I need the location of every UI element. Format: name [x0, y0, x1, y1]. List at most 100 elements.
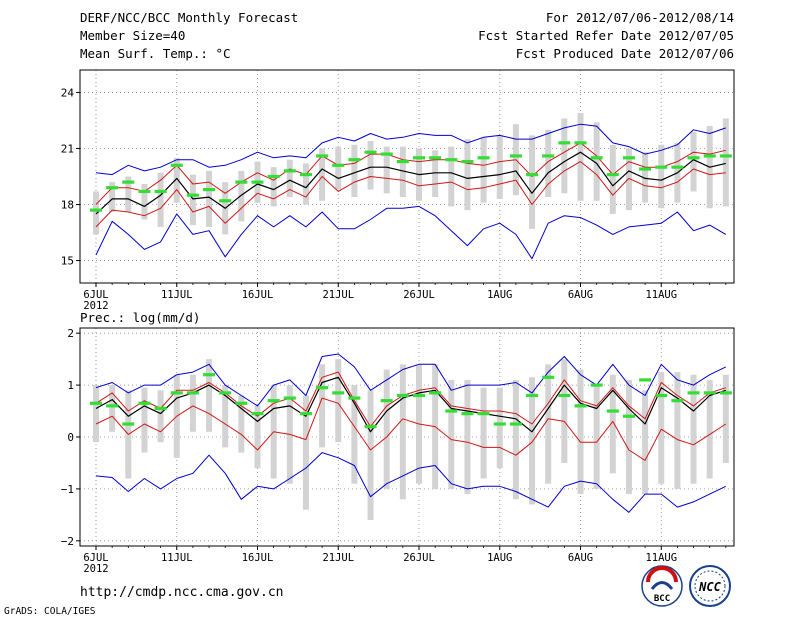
- ensemble-min-line: [95, 205, 727, 260]
- observed-marker: [364, 425, 377, 429]
- ensemble-box: [141, 183, 148, 220]
- ensemble-box: [625, 379, 632, 495]
- observed-marker: [542, 154, 555, 158]
- observed-marker: [235, 180, 248, 184]
- ensemble-box: [206, 359, 213, 432]
- observed-marker: [154, 406, 167, 411]
- precip-panel-title: Prec.: log(mm/d): [80, 310, 200, 325]
- x-tick-label: 6JUL: [83, 289, 108, 301]
- ensemble-mean-line: [95, 151, 726, 215]
- produced-date: Fcst Produced Date 2012/07/06: [516, 46, 734, 61]
- observed-marker: [558, 393, 571, 398]
- ncc-logo-text: NCC: [698, 580, 721, 594]
- observed-marker: [316, 386, 329, 390]
- ensemble-box: [529, 135, 536, 229]
- observed-marker: [606, 409, 619, 413]
- observed-marker: [332, 163, 345, 167]
- ensemble-box: [93, 385, 99, 443]
- observed-marker: [574, 404, 587, 408]
- y-tick-label: 21: [61, 142, 74, 155]
- ensemble-mean-line: [95, 376, 726, 433]
- ensemble-box: [722, 374, 729, 463]
- observed-marker: [396, 159, 409, 164]
- ncc-logo-inner-ring: [694, 570, 726, 602]
- x-tick-label: 11JUL: [161, 289, 193, 301]
- x-tick-label: 11AUG: [645, 289, 677, 301]
- ensemble-box: [625, 148, 632, 211]
- ensemble-box: [351, 144, 358, 198]
- ensemble-lower-line: [95, 397, 727, 461]
- ensemble-box: [222, 385, 229, 448]
- observed-marker: [299, 173, 312, 177]
- observed-marker: [687, 391, 700, 395]
- x-tick-label: 1AUG: [487, 552, 512, 564]
- ensemble-box: [367, 141, 374, 190]
- observed-marker: [445, 158, 458, 162]
- ensemble-box: [125, 176, 132, 212]
- ensemble-box: [448, 146, 455, 207]
- ensemble-box: [351, 385, 358, 484]
- ensemble-box: [545, 364, 552, 484]
- x-tick-label: 16JUL: [242, 552, 274, 564]
- ensemble-box: [609, 144, 616, 214]
- observed-marker: [186, 391, 199, 395]
- observed-marker: [138, 189, 151, 194]
- y-tick-label: −2: [61, 535, 74, 548]
- observed-marker: [251, 180, 264, 184]
- x-tick-label: 26JUL: [403, 552, 435, 564]
- ensemble-box: [674, 372, 681, 489]
- ensemble-box: [609, 374, 616, 474]
- observed-marker: [267, 399, 280, 403]
- ensemble-box: [593, 122, 600, 201]
- x-tick-label: 6AUG: [568, 552, 593, 564]
- ensemble-box: [545, 129, 552, 198]
- observed-marker: [445, 409, 458, 413]
- ensemble-box: [496, 387, 503, 469]
- ensemble-box: [480, 137, 487, 203]
- ensemble-box: [706, 379, 713, 479]
- observed-marker: [671, 165, 684, 169]
- ensemble-box: [141, 387, 148, 453]
- ensemble-box: [464, 139, 471, 211]
- ensemble-box: [642, 152, 649, 203]
- y-tick-label: 24: [61, 86, 75, 99]
- observed-marker: [590, 383, 603, 387]
- ensemble-min-line: [95, 452, 727, 513]
- ncc-logo-ring: [689, 565, 731, 607]
- ensemble-box: [109, 385, 116, 432]
- ensemble-box: [238, 170, 245, 222]
- observed-marker: [493, 422, 506, 426]
- observed-marker: [106, 186, 119, 190]
- ensemble-box: [658, 372, 665, 484]
- ensemble-box: [529, 377, 536, 505]
- observed-marker: [719, 154, 732, 158]
- ensemble-box: [335, 146, 342, 190]
- ensemble-box: [690, 374, 697, 484]
- ensemble-lower-line: [95, 161, 726, 228]
- observed-marker: [170, 391, 183, 395]
- ensemble-box: [512, 379, 519, 500]
- y-tick-label: −1: [61, 483, 74, 496]
- ensemble-box: [238, 395, 245, 453]
- observed-marker: [332, 391, 345, 395]
- ensemble-box: [319, 148, 326, 201]
- ensemble-upper-line: [95, 142, 726, 205]
- observed-marker: [219, 391, 232, 395]
- x-tick-label: 26JUL: [403, 289, 435, 301]
- year-label: 2012: [83, 300, 108, 312]
- ensemble-box: [109, 182, 116, 212]
- ensemble-box: [157, 172, 164, 227]
- year-label: 2012: [83, 563, 108, 575]
- observed-marker: [558, 141, 571, 145]
- ensemble-box: [302, 395, 309, 510]
- ensemble-box: [399, 146, 406, 198]
- variable-label: Mean Surf. Temp.: °C: [80, 46, 231, 61]
- ensemble-box: [206, 170, 213, 227]
- observed-marker: [429, 391, 442, 395]
- x-tick-label: 21JUL: [322, 289, 354, 301]
- observed-marker: [283, 396, 296, 400]
- ensemble-max-line: [95, 353, 727, 407]
- temperature-panel: 15 18 21 24 6JUL 11JUL 16JUL 21JUL 26JUL 1AUG 6AUG…: [61, 69, 735, 312]
- observed-marker: [574, 141, 587, 145]
